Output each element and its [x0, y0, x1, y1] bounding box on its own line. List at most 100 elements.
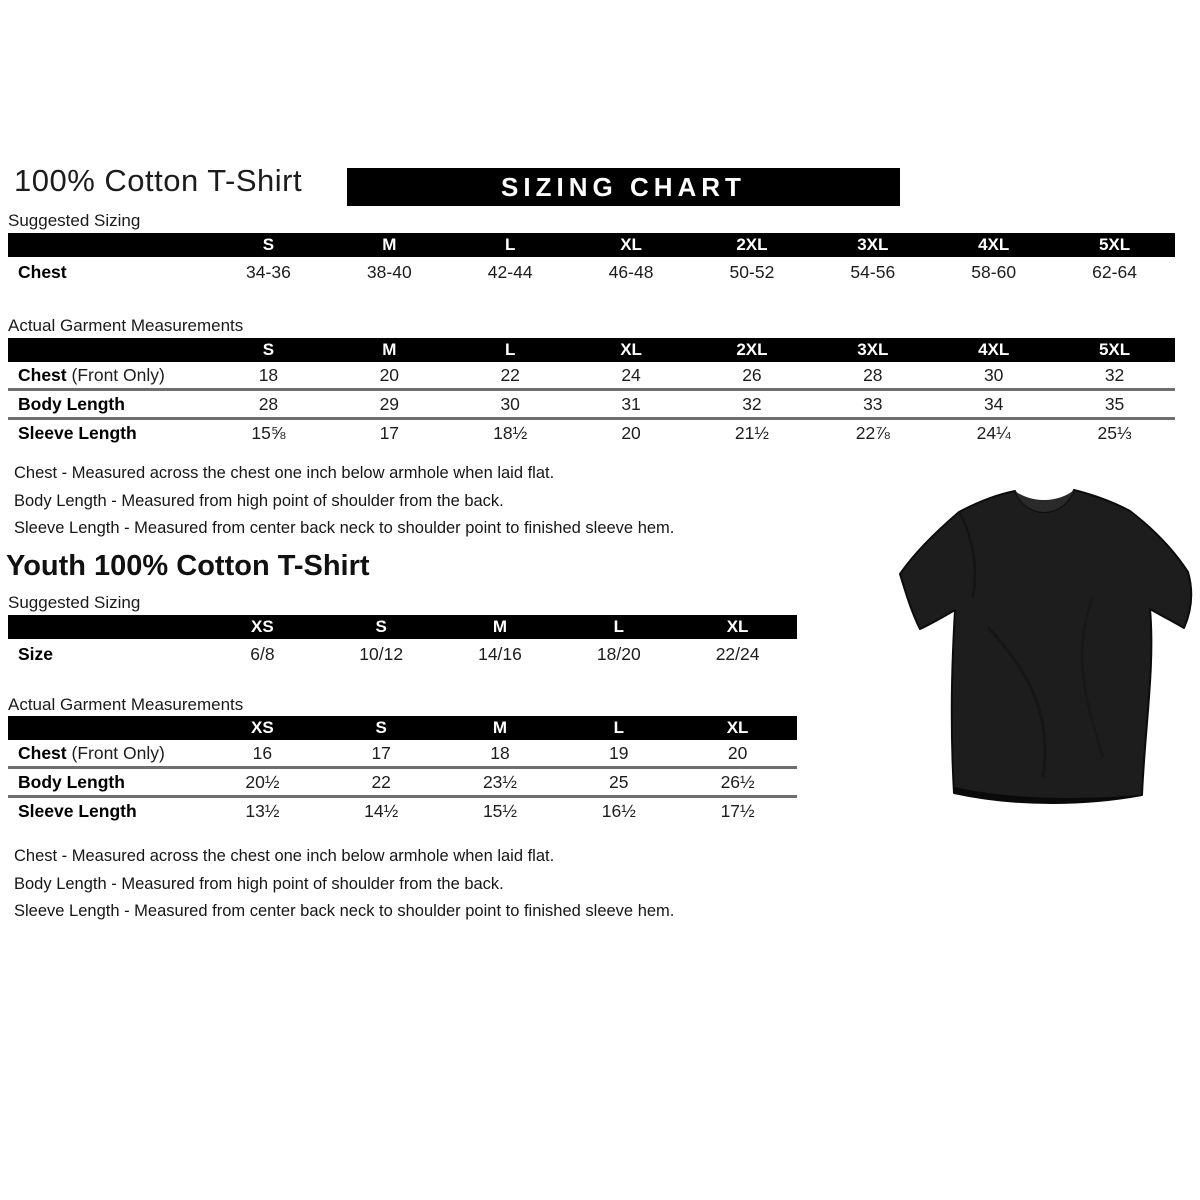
measurement-cell: 22⅞ — [812, 417, 934, 446]
size-col-header: S — [321, 716, 441, 740]
size-col-header: XL — [678, 615, 797, 639]
adult-suggested-sizing-table: S M L XL 2XL 3XL 4XL 5XL Chest 34-36 38-40 42-44 46-… — [8, 233, 1175, 287]
measurement-cell: 29 — [328, 388, 450, 419]
table-row: Size 6/8 10/12 14/16 18/20 22/24 — [8, 639, 797, 669]
size-col-header: 5XL — [1054, 338, 1175, 362]
measurement-cell: 33 — [812, 388, 934, 419]
adult-measurement-notes: Chest - Measured across the chest one in… — [14, 464, 674, 547]
measurement-cell: 16½ — [559, 795, 679, 824]
row-label: Sleeve Length — [8, 795, 203, 824]
measurement-cell: 18½ — [449, 417, 571, 446]
table-row: Chest 34-36 38-40 42-44 46-48 50-52 54-56 58-60… — [8, 257, 1175, 287]
size-col-header: XL — [570, 338, 692, 362]
measurement-cell: 62-64 — [1092, 261, 1137, 282]
measurement-cell: 35 — [1054, 388, 1175, 419]
measurement-cell: 28 — [208, 388, 329, 419]
sizing-chart-banner: SIZING CHART — [347, 168, 900, 206]
table-row: Sleeve Length 13½ 14½ 15½ 16½ 17½ — [8, 795, 797, 824]
size-col-header: XS — [203, 615, 322, 639]
size-col-header: L — [559, 615, 679, 639]
youth-garment-measurements-label: Actual Garment Measurements — [8, 695, 244, 714]
youth-garment-measurements-table: XS S M L XL Chest (Front Only) 16 17 18 19 20 Body … — [8, 716, 797, 824]
measurement-cell: 18/20 — [596, 643, 641, 664]
measurement-cell: 26 — [742, 364, 762, 385]
measurement-cell: 32 — [1104, 364, 1125, 385]
size-col-header: XL — [678, 716, 797, 740]
row-label: Chest (Front Only) — [18, 742, 165, 763]
table-row: Body Length 20½ 22 23½ 25 26½ — [8, 766, 797, 797]
measurement-cell: 20 — [379, 364, 400, 385]
measurement-cell: 17½ — [678, 795, 797, 824]
measurement-cell: 19 — [609, 742, 629, 763]
measurement-cell: 38-40 — [366, 261, 412, 282]
row-label: Body Length — [8, 766, 203, 797]
size-col-header: L — [449, 233, 571, 257]
table-row: Chest (Front Only) 18 20 22 24 26 28 30 32 — [8, 362, 1175, 390]
measurement-cell: 23½ — [440, 766, 560, 797]
measurement-note-sleeve-length: Sleeve Length - Measured from center bac… — [14, 902, 675, 920]
adult-garment-measurements-label: Actual Garment Measurements — [8, 316, 244, 335]
measurement-cell: 24 — [621, 364, 641, 385]
measurement-cell: 54-56 — [850, 261, 896, 282]
adult-garment-measurements-table: S M L XL 2XL 3XL 4XL 5XL Chest (Front Only) 18 20 2… — [8, 338, 1175, 446]
table-row: Body Length 28 29 30 31 32 33 34 35 — [8, 388, 1175, 419]
size-col-header: 3XL — [812, 233, 934, 257]
size-col-header: 5XL — [1054, 233, 1175, 257]
measurement-cell: 16 — [252, 742, 273, 763]
size-col-header: M — [440, 615, 560, 639]
size-col-header: 4XL — [933, 233, 1055, 257]
measurement-cell: 30 — [983, 364, 1004, 385]
row-label: Sleeve Length — [8, 417, 208, 446]
size-col-header: 2XL — [691, 233, 813, 257]
measurement-cell: 32 — [691, 388, 813, 419]
size-col-header: 3XL — [812, 338, 934, 362]
row-label: Body Length — [8, 388, 208, 419]
measurement-cell: 21½ — [691, 417, 813, 446]
measurement-cell: 34 — [933, 388, 1055, 419]
measurement-cell: 18 — [490, 742, 510, 763]
measurement-cell: 14½ — [321, 795, 441, 824]
measurement-note-chest: Chest - Measured across the chest one in… — [14, 464, 555, 482]
table-corner-cell — [8, 716, 203, 740]
measurement-cell: 30 — [449, 388, 571, 419]
tshirt-image — [893, 477, 1195, 827]
size-col-header: S — [321, 615, 441, 639]
measurement-cell: 20½ — [203, 766, 322, 797]
measurement-cell: 20 — [727, 742, 748, 763]
measurement-cell: 22 — [500, 364, 520, 385]
table-corner-cell — [8, 338, 208, 362]
measurement-cell: 20 — [570, 417, 692, 446]
measurement-cell: 14/16 — [478, 643, 522, 664]
table-corner-cell — [8, 233, 208, 257]
measurement-note-body-length: Body Length - Measured from high point o… — [14, 491, 504, 510]
size-col-header: 2XL — [691, 338, 813, 362]
adult-suggested-sizing-label: Suggested Sizing — [8, 211, 141, 230]
measurement-note-sleeve-length: Sleeve Length - Measured from center bac… — [14, 519, 675, 537]
measurement-cell: 25 — [559, 766, 679, 797]
measurement-cell: 31 — [570, 388, 692, 419]
youth-product-title: Youth 100% Cotton T-Shirt — [6, 550, 370, 582]
youth-suggested-sizing-label: Suggested Sizing — [8, 593, 141, 612]
size-col-header: S — [208, 233, 329, 257]
measurement-cell: 13½ — [203, 795, 322, 824]
measurement-cell: 17 — [371, 742, 391, 763]
adult-product-title: 100% Cotton T-Shirt — [14, 163, 303, 198]
measurement-cell: 17 — [328, 417, 450, 446]
size-col-header: M — [328, 233, 450, 257]
table-corner-cell — [8, 615, 203, 639]
measurement-cell: 24¼ — [933, 417, 1055, 446]
youth-measurement-notes: Chest - Measured across the chest one in… — [14, 847, 674, 930]
youth-suggested-sizing-table: XS S M L XL Size 6/8 10/12 14/16 18/20 22/24 — [8, 615, 797, 669]
measurement-cell: 58-60 — [971, 261, 1017, 282]
measurement-cell: 22/24 — [715, 643, 760, 664]
measurement-cell: 46-48 — [608, 261, 654, 282]
measurement-cell: 50-52 — [729, 261, 775, 282]
table-row: Chest (Front Only) 16 17 18 19 20 — [8, 740, 797, 768]
size-col-header: M — [328, 338, 450, 362]
measurement-cell: 26½ — [678, 766, 797, 797]
size-col-header: 4XL — [933, 338, 1055, 362]
measurement-cell: 15½ — [440, 795, 560, 824]
measurement-cell: 25⅓ — [1054, 417, 1175, 446]
row-label: Chest (Front Only) — [18, 364, 165, 385]
table-row: Sleeve Length 15⅝ 17 18½ 20 21½ 22⅞ 24¼ 25⅓ — [8, 417, 1175, 446]
